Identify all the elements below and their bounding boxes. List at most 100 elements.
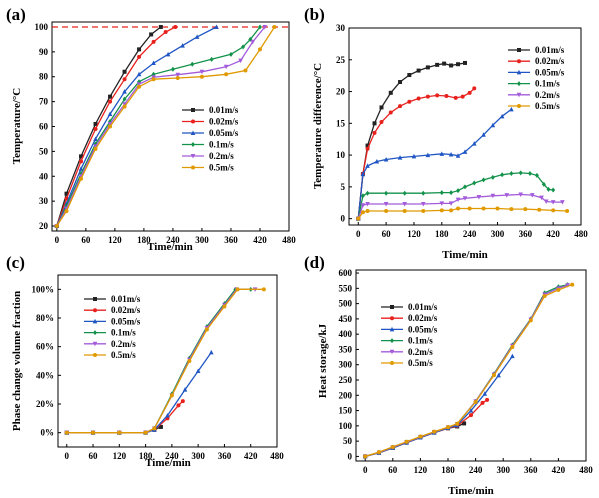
data-point <box>560 200 565 205</box>
series-0.5m/s <box>363 282 575 459</box>
data-point <box>439 151 445 156</box>
data-point <box>365 202 370 207</box>
data-point <box>169 393 174 398</box>
y-tick-label: 0 <box>348 451 353 461</box>
data-point <box>485 397 490 402</box>
data-point <box>151 60 156 66</box>
y-tick-label: 100 <box>339 421 353 431</box>
x-tick-label: 240 <box>469 465 483 475</box>
data-point <box>209 349 214 355</box>
y-tick-label: 25 <box>336 55 346 65</box>
data-point <box>449 190 454 196</box>
data-point <box>456 206 461 211</box>
data-point <box>365 143 370 148</box>
data-point <box>223 64 229 70</box>
series-0.02m/s <box>54 24 178 229</box>
data-point <box>241 44 246 50</box>
data-point <box>472 180 477 186</box>
y-tick-label: 30 <box>39 196 49 206</box>
data-point <box>456 188 461 194</box>
data-point <box>439 201 445 206</box>
data-point <box>79 176 84 181</box>
legend-label: 0.2m/s <box>535 90 560 100</box>
legend-marker <box>190 154 196 159</box>
data-point <box>257 24 262 30</box>
data-point <box>257 47 262 52</box>
legend-marker <box>191 142 195 147</box>
legend-marker <box>390 316 394 321</box>
data-point <box>467 206 472 211</box>
series-0.5m/s <box>64 287 266 435</box>
data-point <box>446 425 450 430</box>
data-point <box>467 90 472 95</box>
data-point <box>379 105 384 110</box>
y-tick-label: 20 <box>39 221 49 231</box>
legend-marker <box>517 48 521 52</box>
data-point <box>137 47 142 52</box>
panel-label: (c) <box>6 253 25 272</box>
data-point <box>360 203 366 208</box>
legend-marker <box>389 349 395 355</box>
legend-label: 0.1m/s <box>209 140 234 150</box>
legend-label: 0.1m/s <box>111 328 136 338</box>
x-tick-label: 180 <box>137 235 151 245</box>
data-point <box>108 94 113 99</box>
data-point <box>404 439 409 444</box>
data-point <box>402 202 407 207</box>
y-tick-label: 20% <box>36 399 54 409</box>
data-point <box>122 96 127 102</box>
y-tick-label: 100 <box>35 22 49 32</box>
data-point <box>518 192 523 197</box>
data-point <box>238 58 243 64</box>
x-tick-label: 480 <box>282 235 296 245</box>
y-axis-label: Temperature/°C <box>11 88 23 165</box>
data-point <box>363 454 368 459</box>
data-point <box>421 190 426 196</box>
legend-label: 0.5m/s <box>111 350 136 360</box>
x-axis-label: Time/min <box>448 485 494 497</box>
data-point <box>492 373 496 378</box>
data-point <box>456 62 461 67</box>
data-point <box>481 177 486 183</box>
series-0.2m/s <box>355 192 565 222</box>
data-point <box>398 80 403 85</box>
data-point <box>117 430 122 435</box>
data-point <box>93 144 98 149</box>
x-tick-label: 360 <box>224 235 238 245</box>
data-point <box>439 190 444 196</box>
x-tick-label: 420 <box>552 465 566 475</box>
data-point <box>551 187 556 193</box>
y-tick-label: 80% <box>36 313 54 323</box>
data-point <box>500 172 505 178</box>
data-point <box>448 201 454 206</box>
y-tick-label: 200 <box>339 390 353 400</box>
series-line <box>365 355 513 458</box>
legend-label: 0.1m/s <box>535 79 560 89</box>
data-point <box>176 403 181 408</box>
plot-frame <box>348 27 582 226</box>
series-line <box>357 108 512 219</box>
legend-marker <box>390 361 394 365</box>
legend-label: 0.01m/s <box>111 294 141 304</box>
y-tick-label: 400 <box>339 329 353 339</box>
data-point <box>481 206 486 211</box>
data-point <box>527 171 532 177</box>
x-tick-label: 300 <box>195 235 209 245</box>
y-tick-label: 300 <box>339 360 353 370</box>
data-point <box>463 184 467 190</box>
panel-a: (a) 0 60 120 180 240 300 360 420 480 20 30 40 50 60 70 8… <box>6 5 296 253</box>
y-tick-label: 100% <box>32 284 55 294</box>
y-tick-label: 550 <box>339 283 353 293</box>
series-line <box>56 26 217 227</box>
series-line <box>365 284 573 458</box>
data-point <box>204 327 209 332</box>
data-point <box>262 24 268 30</box>
data-point <box>122 69 127 74</box>
y-tick-label: 70 <box>39 97 49 107</box>
x-tick-label: 120 <box>108 235 122 245</box>
data-point <box>407 99 412 104</box>
data-point <box>416 68 421 73</box>
data-point <box>453 95 458 100</box>
data-point <box>510 353 515 359</box>
data-point <box>435 62 440 67</box>
